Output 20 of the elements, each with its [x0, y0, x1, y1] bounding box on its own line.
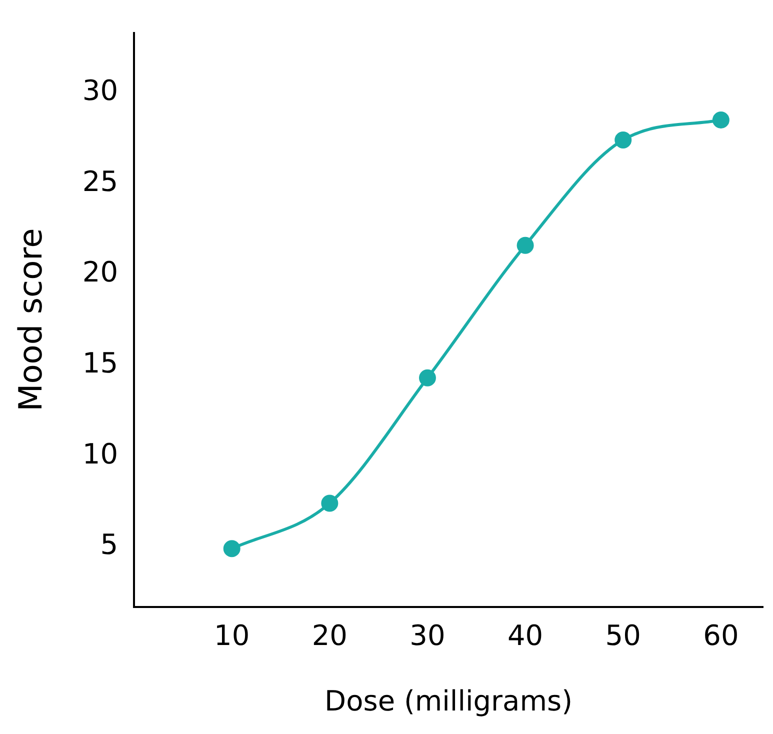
point [223, 540, 240, 558]
y-tick-label: 20 [82, 256, 118, 289]
point [614, 131, 632, 148]
x-tick-label: 50 [605, 618, 641, 652]
y-axis-title: Mood score [12, 228, 50, 412]
x-axis-title: Dose (milligrams) [324, 684, 572, 718]
point [418, 369, 436, 386]
x-tick-label: 40 [507, 618, 544, 652]
x-tick-label: 20 [312, 618, 348, 652]
x-tick-label: 60 [703, 618, 739, 652]
point [321, 494, 338, 512]
point [712, 111, 730, 128]
y-tick-label: 25 [82, 164, 118, 198]
y-tick-label: 30 [82, 74, 118, 108]
x-tick-label: 30 [410, 618, 446, 652]
y-tick-label: 5 [100, 528, 118, 562]
y-tick-label: 10 [82, 437, 118, 470]
y-tick-label: 15 [82, 346, 118, 380]
x-tick-label: 10 [214, 618, 250, 652]
point [516, 236, 534, 254]
